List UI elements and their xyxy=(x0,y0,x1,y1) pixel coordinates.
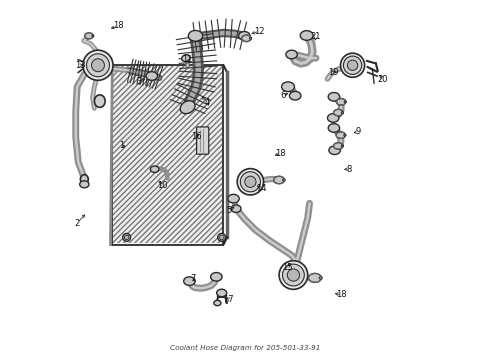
Text: 11: 11 xyxy=(182,55,193,64)
Ellipse shape xyxy=(211,273,222,281)
Ellipse shape xyxy=(218,233,225,241)
Ellipse shape xyxy=(239,32,250,40)
Ellipse shape xyxy=(228,194,239,203)
Text: 17: 17 xyxy=(223,294,234,303)
Ellipse shape xyxy=(341,145,343,147)
Ellipse shape xyxy=(87,54,109,77)
Ellipse shape xyxy=(122,233,131,241)
Ellipse shape xyxy=(328,93,340,101)
Ellipse shape xyxy=(347,60,358,71)
Text: Coolant Hose Diagram for 205-501-33-91: Coolant Hose Diagram for 205-501-33-91 xyxy=(170,345,320,351)
Text: 21: 21 xyxy=(311,32,321,41)
Text: 9: 9 xyxy=(355,127,361,136)
Text: 6: 6 xyxy=(280,91,285,100)
Ellipse shape xyxy=(334,143,343,149)
Ellipse shape xyxy=(309,273,321,282)
Bar xyxy=(113,66,222,243)
Text: 3: 3 xyxy=(137,77,142,86)
Ellipse shape xyxy=(231,205,241,212)
Text: 1: 1 xyxy=(119,141,124,150)
Ellipse shape xyxy=(336,132,345,139)
Text: 13: 13 xyxy=(75,61,85,70)
Text: 18: 18 xyxy=(337,290,347,299)
Ellipse shape xyxy=(85,33,93,39)
Ellipse shape xyxy=(249,37,252,39)
Text: 18: 18 xyxy=(114,21,124,30)
Ellipse shape xyxy=(319,276,322,279)
Text: 8: 8 xyxy=(346,165,352,174)
FancyBboxPatch shape xyxy=(196,127,209,154)
Ellipse shape xyxy=(80,181,89,188)
Ellipse shape xyxy=(188,31,203,41)
Text: 19: 19 xyxy=(328,68,338,77)
Ellipse shape xyxy=(184,277,195,285)
Text: 2: 2 xyxy=(74,219,80,228)
Ellipse shape xyxy=(220,235,224,240)
Ellipse shape xyxy=(237,168,264,195)
Ellipse shape xyxy=(92,59,104,72)
Ellipse shape xyxy=(245,176,256,188)
Text: 15: 15 xyxy=(282,264,293,273)
Ellipse shape xyxy=(328,124,340,132)
Text: 18: 18 xyxy=(275,149,286,158)
Ellipse shape xyxy=(327,114,339,122)
Ellipse shape xyxy=(80,175,88,184)
Text: 16: 16 xyxy=(191,132,202,141)
Ellipse shape xyxy=(240,172,260,192)
Ellipse shape xyxy=(287,269,299,281)
Ellipse shape xyxy=(282,82,294,91)
Ellipse shape xyxy=(242,35,251,42)
Text: 20: 20 xyxy=(378,75,388,84)
Ellipse shape xyxy=(83,50,113,80)
Ellipse shape xyxy=(124,235,129,240)
Ellipse shape xyxy=(344,134,346,136)
Ellipse shape xyxy=(341,53,365,77)
Text: 7: 7 xyxy=(190,274,196,283)
Ellipse shape xyxy=(150,166,159,172)
Ellipse shape xyxy=(344,101,346,103)
Text: 12: 12 xyxy=(254,27,265,36)
Ellipse shape xyxy=(286,50,297,59)
Ellipse shape xyxy=(146,72,157,80)
Ellipse shape xyxy=(329,146,341,154)
Ellipse shape xyxy=(92,35,94,37)
Ellipse shape xyxy=(283,179,285,181)
Ellipse shape xyxy=(180,101,195,114)
Ellipse shape xyxy=(283,264,304,286)
Ellipse shape xyxy=(95,95,105,107)
Ellipse shape xyxy=(182,55,190,62)
Ellipse shape xyxy=(343,56,362,75)
Text: 5: 5 xyxy=(226,206,231,215)
Ellipse shape xyxy=(341,112,343,113)
Ellipse shape xyxy=(279,261,308,289)
Ellipse shape xyxy=(337,99,346,105)
Ellipse shape xyxy=(217,289,227,297)
Ellipse shape xyxy=(290,91,301,100)
Text: 4: 4 xyxy=(205,98,210,107)
Ellipse shape xyxy=(274,176,285,184)
Text: 14: 14 xyxy=(256,184,267,193)
Ellipse shape xyxy=(300,31,313,40)
Ellipse shape xyxy=(334,109,343,116)
Ellipse shape xyxy=(214,300,221,306)
Bar xyxy=(112,65,223,244)
Text: 10: 10 xyxy=(157,181,168,190)
